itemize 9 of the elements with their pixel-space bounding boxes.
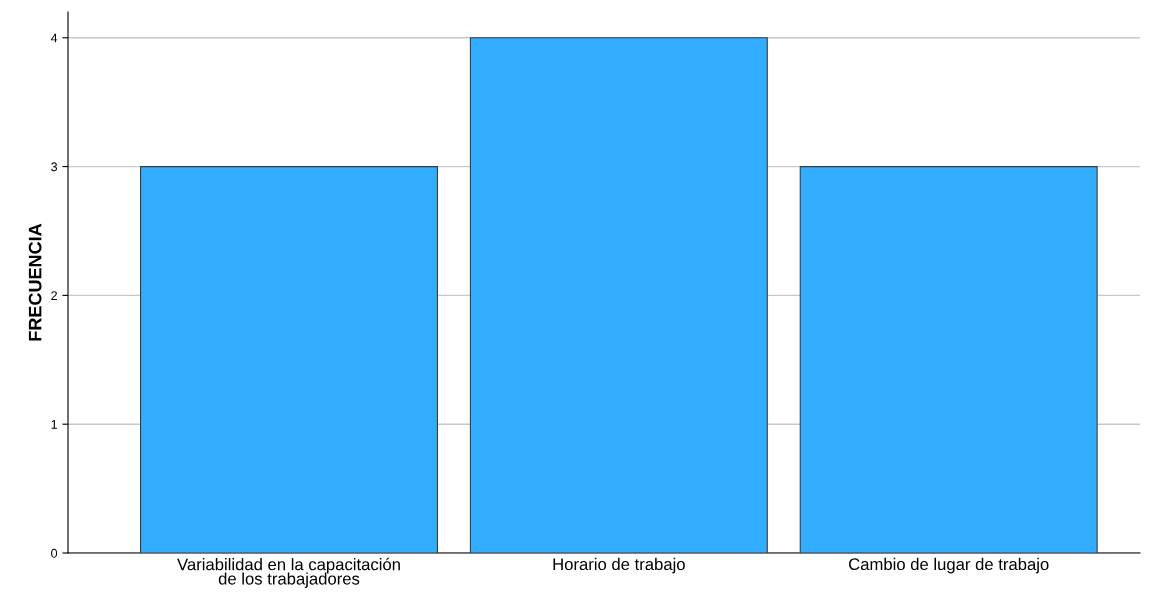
x-tick-label: Horario de trabajo bbox=[553, 557, 685, 574]
x-tick-label: Cambio de lugar de trabajo bbox=[849, 557, 1049, 574]
y-tick-label: 1 bbox=[51, 420, 57, 429]
y-axis-title: FRECUENCIA bbox=[28, 223, 42, 341]
x-tick-label: Variabilidad en la capacitación de los trabajadores bbox=[177, 557, 400, 588]
y-tick-label: 2 bbox=[51, 291, 57, 300]
y-tick-label: 4 bbox=[50, 33, 58, 43]
y-tick-label: 0 bbox=[51, 548, 58, 558]
y-tick-label: 3 bbox=[51, 162, 58, 172]
